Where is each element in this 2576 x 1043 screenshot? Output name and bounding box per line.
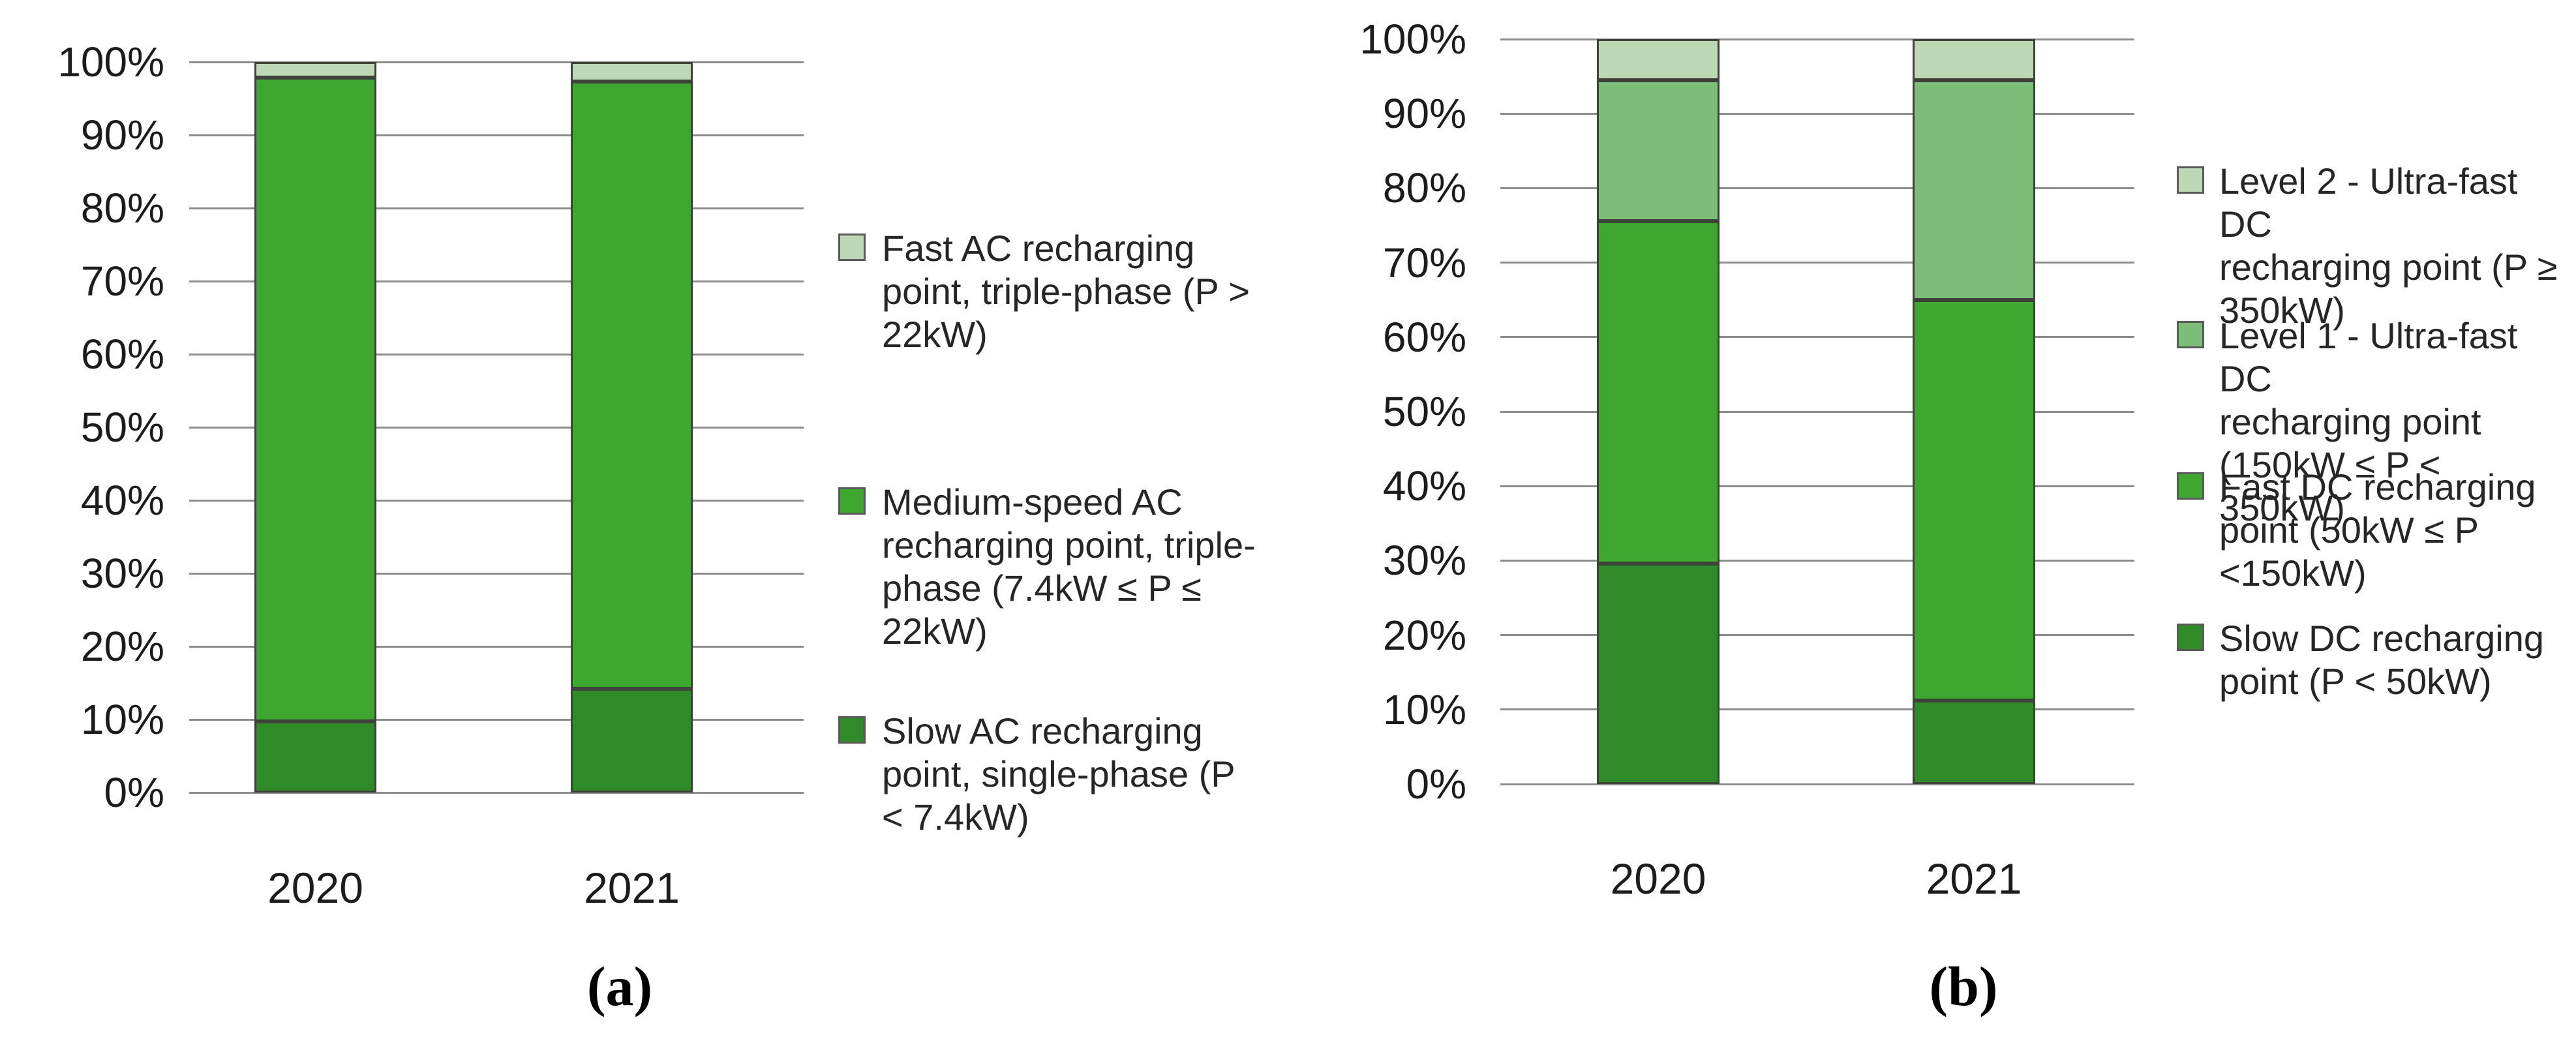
gridline xyxy=(1500,634,2134,637)
bar-segment xyxy=(254,721,376,793)
legend-swatch xyxy=(838,716,866,744)
gridline xyxy=(189,645,804,648)
gridline xyxy=(189,499,804,502)
legend-swatch xyxy=(838,234,866,261)
gridline xyxy=(1500,708,2134,711)
gridline xyxy=(1500,783,2134,785)
bar-segment xyxy=(1913,299,2035,701)
x-axis-label: 2020 xyxy=(267,864,363,912)
y-tick-label: 90% xyxy=(80,112,164,159)
legend-label: Slow AC recharging point, single-phase (… xyxy=(882,710,1235,838)
bar-segment xyxy=(571,688,693,793)
bar-segment xyxy=(1913,39,2035,80)
bar-segment xyxy=(1597,220,1720,564)
gridline xyxy=(1500,485,2134,487)
legend-swatch xyxy=(2177,321,2204,348)
bar-2021 xyxy=(1913,39,2035,784)
y-tick-label: 100% xyxy=(57,38,164,85)
gridline xyxy=(189,280,804,282)
legend-label: Slow DC recharging point (P < 50kW) xyxy=(2219,618,2544,702)
gridline xyxy=(189,207,804,209)
bar-segment xyxy=(1597,80,1720,221)
legend-swatch xyxy=(838,487,866,515)
gridline xyxy=(189,61,804,63)
x-axis-label: 2021 xyxy=(584,864,680,912)
legend-swatch xyxy=(2177,472,2204,500)
legend-swatch xyxy=(2177,624,2204,651)
y-tick-label: 90% xyxy=(1382,90,1466,138)
gridline xyxy=(1500,410,2134,413)
bar-segment xyxy=(571,62,693,82)
y-tick-label: 50% xyxy=(80,404,164,451)
gridline xyxy=(1500,187,2134,189)
gridline xyxy=(1500,559,2134,562)
y-tick-label: 0% xyxy=(104,769,165,816)
gridline xyxy=(189,134,804,136)
bar-segment xyxy=(1913,80,2035,300)
gridline xyxy=(1500,336,2134,339)
legend-label: Fast DC recharging point (50kW ≤ P <150k… xyxy=(2219,466,2536,594)
bar-segment xyxy=(254,62,376,78)
y-tick-label: 50% xyxy=(1382,388,1466,435)
y-tick-label: 70% xyxy=(1382,239,1466,286)
gridline xyxy=(189,718,804,721)
legend-label: Fast AC recharging point, triple-phase (… xyxy=(882,228,1250,355)
gridline xyxy=(1500,38,2134,40)
y-tick-label: 20% xyxy=(1382,611,1466,659)
chart-b-caption: (b) xyxy=(1929,955,1998,1018)
gridline xyxy=(1500,112,2134,115)
gridline xyxy=(189,353,804,355)
gridline xyxy=(1500,262,2134,264)
y-tick-label: 20% xyxy=(80,623,164,670)
gridline xyxy=(189,791,804,794)
gridline xyxy=(189,572,804,575)
gridline xyxy=(189,426,804,429)
bar-segment xyxy=(1913,701,2035,784)
bar-2020 xyxy=(1597,39,1720,784)
bar-segment xyxy=(571,82,693,689)
bar-segment xyxy=(1597,563,1720,784)
y-tick-label: 10% xyxy=(1382,686,1466,733)
y-tick-label: 100% xyxy=(1359,16,1466,63)
bar-2021 xyxy=(571,62,693,793)
y-tick-label: 80% xyxy=(1382,164,1466,212)
y-tick-label: 40% xyxy=(80,477,164,524)
y-tick-label: 30% xyxy=(80,550,164,597)
y-tick-label: 0% xyxy=(1406,761,1467,808)
y-tick-label: 60% xyxy=(80,331,164,378)
legend-label: Level 1 - Ultra-fast DC recharging point… xyxy=(2219,315,2518,528)
legend-label: Medium-speed AC recharging point, triple… xyxy=(882,481,1256,652)
y-tick-label: 10% xyxy=(80,696,164,743)
y-tick-label: 60% xyxy=(1382,313,1466,361)
x-axis-label: 2020 xyxy=(1610,854,1706,903)
y-tick-label: 80% xyxy=(80,185,164,232)
bar-2020 xyxy=(254,62,376,793)
legend-label: Level 2 - Ultra-fast DC recharging point… xyxy=(2219,160,2558,331)
chart-a-caption: (a) xyxy=(586,955,653,1018)
bar-segment xyxy=(254,77,376,722)
bar-segment xyxy=(1597,39,1720,80)
y-tick-label: 70% xyxy=(80,258,164,305)
x-axis-label: 2021 xyxy=(1926,854,2022,903)
y-tick-label: 40% xyxy=(1382,462,1466,510)
y-tick-label: 30% xyxy=(1382,537,1466,584)
legend-swatch xyxy=(2177,166,2204,194)
